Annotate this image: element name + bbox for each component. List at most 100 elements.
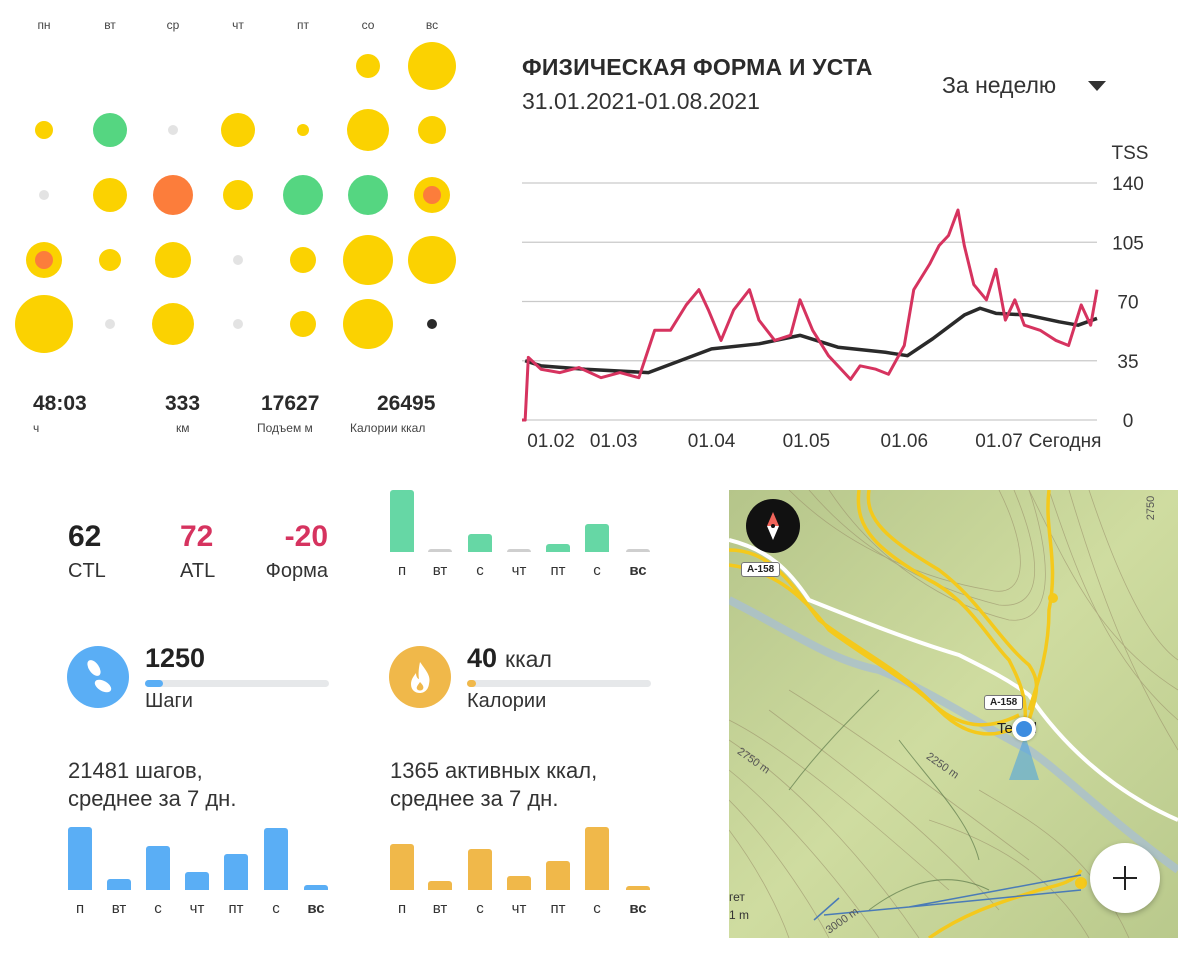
day-label: п xyxy=(397,900,407,917)
day-bar[interactable] xyxy=(68,827,92,890)
day-label: пт xyxy=(228,900,244,917)
compass-button[interactable] xyxy=(746,499,800,553)
x-tick-label: 01.04 xyxy=(688,431,736,452)
day-bar[interactable] xyxy=(507,876,531,890)
activity-bubble[interactable] xyxy=(233,255,243,265)
weekday-label: ср xyxy=(166,18,180,32)
activity-bubble[interactable] xyxy=(427,319,437,329)
activity-bubble[interactable] xyxy=(105,319,115,329)
weekday-label: вс xyxy=(425,18,439,32)
x-tick-label: 01.03 xyxy=(590,431,638,452)
chart-title: ФИЗИЧЕСКАЯ ФОРМА И УСТА xyxy=(522,54,873,80)
steps-label: Шаги xyxy=(145,690,193,712)
form-value: -20 xyxy=(284,520,328,553)
activity-bubble[interactable] xyxy=(26,242,62,278)
day-label: вс xyxy=(629,900,647,917)
activity-bubble[interactable] xyxy=(347,109,389,151)
day-bar[interactable] xyxy=(107,879,131,890)
day-label: вт xyxy=(432,900,448,917)
day-bar[interactable] xyxy=(546,544,570,552)
day-label: пт xyxy=(550,900,566,917)
activity-bubble[interactable] xyxy=(39,190,49,200)
total-ascent-value: 17627 xyxy=(261,392,320,415)
total-ascent-label: Подъем м xyxy=(257,421,313,435)
atl-value: 72 xyxy=(180,520,214,553)
day-bar[interactable] xyxy=(224,854,248,890)
day-label: чт xyxy=(189,900,205,917)
day-label: с xyxy=(272,900,280,917)
activity-bubble[interactable] xyxy=(15,295,73,353)
calories-value: 40 xyxy=(467,643,498,673)
day-bar[interactable] xyxy=(390,490,414,552)
day-bar[interactable] xyxy=(390,844,414,890)
day-label: чт xyxy=(511,900,527,917)
day-bar[interactable] xyxy=(146,846,170,890)
day-label: п xyxy=(75,900,85,917)
weekday-label: пн xyxy=(37,18,51,32)
zoom-in-button[interactable] xyxy=(1090,843,1160,913)
activity-bubble[interactable] xyxy=(408,236,456,284)
activity-bubble[interactable] xyxy=(93,178,127,212)
calories-unit: ккал xyxy=(505,646,552,672)
y-tick-label: 0 xyxy=(1123,411,1134,432)
activity-bubble[interactable] xyxy=(283,175,323,215)
day-label: с xyxy=(593,900,601,917)
date-range: 31.01.2021-01.08.2021 xyxy=(522,88,760,114)
activity-bubble[interactable] xyxy=(221,113,255,147)
activity-bubble[interactable] xyxy=(356,54,380,78)
day-bar[interactable] xyxy=(304,885,328,890)
day-bar[interactable] xyxy=(585,827,609,890)
activity-bubble[interactable] xyxy=(168,125,178,135)
activity-bubble[interactable] xyxy=(152,303,194,345)
activity-bubble[interactable] xyxy=(297,124,309,136)
calories-average-line2: среднее за 7 дн. xyxy=(390,786,559,811)
activity-bubble[interactable] xyxy=(418,116,446,144)
day-label: вс xyxy=(629,562,647,579)
plus-icon xyxy=(1113,866,1137,890)
calories-average: 1365 активных ккал, среднее за 7 дн. xyxy=(390,757,597,813)
activity-bubble[interactable] xyxy=(343,235,393,285)
activity-bubble[interactable] xyxy=(99,249,121,271)
day-bar[interactable] xyxy=(626,549,650,552)
activity-bubble[interactable] xyxy=(233,319,243,329)
flame-icon xyxy=(389,646,451,708)
day-bar[interactable] xyxy=(626,886,650,890)
day-bar[interactable] xyxy=(264,828,288,890)
steps-icon xyxy=(67,646,129,708)
calories-average-line1: 1365 активных ккал, xyxy=(390,758,598,783)
day-bar[interactable] xyxy=(428,881,452,890)
calories-label: Калории xyxy=(467,690,547,712)
steps-average-line1: 21481 шагов, xyxy=(68,758,203,783)
intensity-dot xyxy=(423,186,441,204)
activity-bubble[interactable] xyxy=(35,121,53,139)
activity-bubble[interactable] xyxy=(290,311,316,337)
day-bar[interactable] xyxy=(546,861,570,890)
activity-bubble[interactable] xyxy=(348,175,388,215)
day-label: с xyxy=(476,900,484,917)
activity-bubble[interactable] xyxy=(155,242,191,278)
steps-average: 21481 шагов, среднее за 7 дн. xyxy=(68,757,236,813)
activity-bubble[interactable] xyxy=(153,175,193,215)
activity-bubble[interactable] xyxy=(414,177,450,213)
x-tick-label: Сегодня xyxy=(1029,431,1102,452)
atl-label: ATL xyxy=(180,560,216,582)
peak-elevation: 1 m xyxy=(729,908,750,922)
day-bar[interactable] xyxy=(468,534,492,552)
ctl-value: 62 xyxy=(68,520,102,553)
activity-bubble[interactable] xyxy=(343,299,393,349)
day-bar[interactable] xyxy=(185,872,209,890)
weekday-label: чт xyxy=(232,18,244,32)
day-bar[interactable] xyxy=(468,849,492,890)
map-view[interactable]: A-158 A-158 Te ol 2750 m 2250 m 3000 m 2… xyxy=(729,490,1178,938)
total-time-value: 48:03 xyxy=(33,392,87,415)
period-dropdown[interactable]: За неделю xyxy=(942,72,1107,99)
activity-bubble[interactable] xyxy=(223,180,253,210)
contour-label: 2750 xyxy=(1145,495,1158,521)
road-label: A-158 xyxy=(984,695,1024,710)
day-bar[interactable] xyxy=(428,549,452,552)
day-bar[interactable] xyxy=(585,524,609,552)
activity-bubble[interactable] xyxy=(290,247,316,273)
activity-bubble[interactable] xyxy=(408,42,456,90)
day-bar[interactable] xyxy=(507,549,531,552)
activity-bubble[interactable] xyxy=(93,113,127,147)
